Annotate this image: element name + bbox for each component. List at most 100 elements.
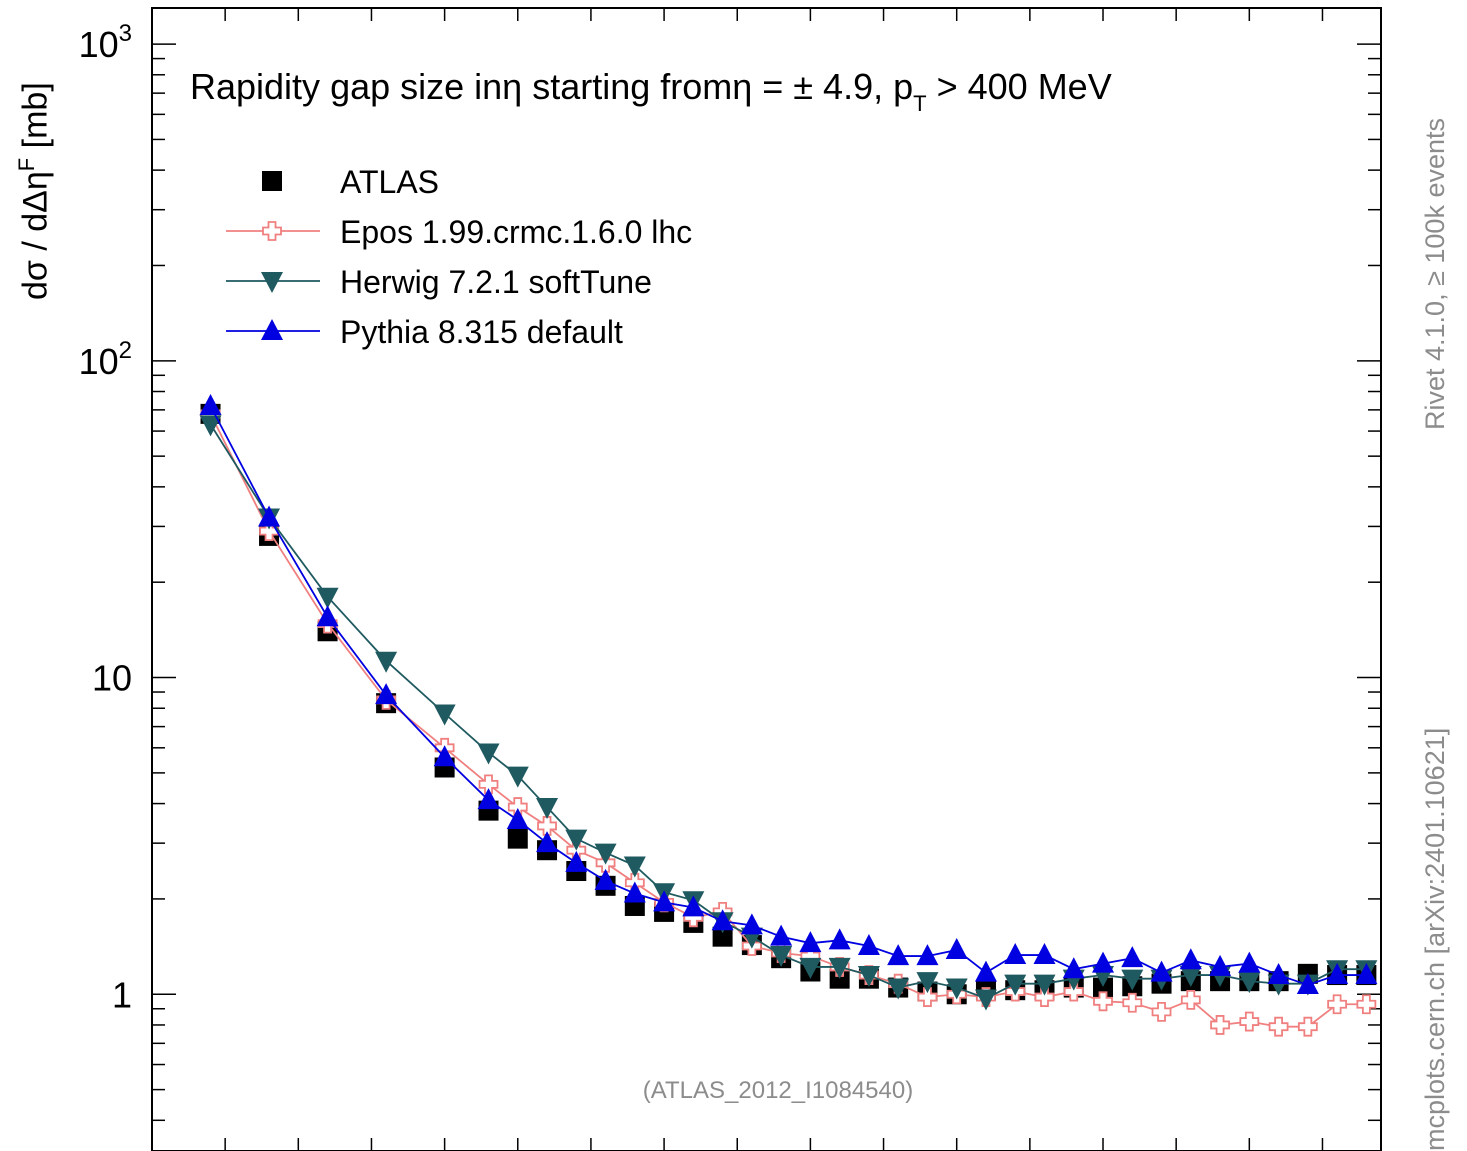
- legend-marker: [262, 171, 282, 191]
- data-point-pythia: [887, 944, 910, 966]
- data-point-epos: [1268, 1016, 1289, 1037]
- series-line-epos: [209, 413, 1367, 1028]
- data-point-epos: [1210, 1015, 1230, 1035]
- data-point-epos: [1093, 991, 1113, 1012]
- data-point-herwig: [433, 704, 456, 726]
- data-point-pythia: [375, 683, 398, 705]
- data-point-herwig: [887, 978, 910, 1000]
- data-point-pythia: [1062, 957, 1085, 979]
- data-point-epos: [1297, 1016, 1318, 1037]
- data-point-herwig: [916, 972, 939, 994]
- series-pythia: [199, 394, 1378, 994]
- data-point-herwig: [1179, 966, 1202, 988]
- data-point-herwig: [1238, 972, 1261, 994]
- data-point-pythia: [536, 831, 559, 853]
- data-point-epos: [259, 521, 279, 541]
- data-point-pythia: [1033, 943, 1056, 965]
- data-point-epos: [1151, 1001, 1172, 1022]
- data-point-pythia: [1296, 972, 1319, 994]
- data-point-herwig: [945, 978, 968, 1000]
- data-point-herwig: [1121, 969, 1144, 991]
- data-point-pythia: [857, 934, 880, 956]
- data-point-pythia: [1267, 963, 1290, 985]
- data-point-pythia: [1004, 943, 1027, 965]
- data-point-herwig: [477, 743, 500, 765]
- data-point-pythia: [828, 928, 851, 950]
- data-point-herwig: [799, 957, 822, 979]
- series-layer: [199, 394, 1378, 1037]
- data-point-pythia: [682, 895, 705, 917]
- data-point-pythia: [1121, 946, 1144, 968]
- data-point-herwig: [828, 957, 851, 979]
- data-point-pythia: [199, 394, 222, 416]
- data-point-herwig: [857, 966, 880, 988]
- data-point-herwig: [375, 651, 398, 673]
- data-point-atlas: [1093, 977, 1114, 998]
- data-point-herwig: [536, 798, 559, 820]
- legend-marker: [262, 221, 282, 241]
- data-point-epos: [1034, 987, 1055, 1007]
- data-point-pythia: [711, 909, 734, 931]
- data-point-herwig: [974, 989, 997, 1011]
- data-point-pythia: [565, 850, 588, 872]
- data-point-epos: [1327, 994, 1348, 1015]
- legend-item-pythia: Pythia 8.315 default: [226, 314, 623, 350]
- data-point-pythia: [433, 745, 456, 767]
- data-point-pythia: [653, 890, 676, 912]
- data-point-pythia: [477, 788, 500, 810]
- data-point-pythia: [916, 944, 939, 966]
- data-point-herwig: [565, 829, 588, 851]
- mcplots-credit-label: mcplots.cern.ch [arXiv:2401.10621]: [1420, 727, 1450, 1151]
- legend-label: Herwig 7.2.1 softTune: [340, 264, 652, 300]
- data-point-herwig: [199, 415, 222, 437]
- data-point-herwig: [506, 766, 529, 788]
- legend-label: ATLAS: [340, 164, 439, 200]
- data-point-pythia: [1209, 954, 1232, 976]
- legend-label: Pythia 8.315 default: [340, 314, 623, 350]
- legend-marker: [261, 272, 283, 293]
- legend: ATLAS Epos 1.99.crmc.1.6.0 lhc Herwig 7.2.…: [226, 164, 692, 350]
- data-point-pythia: [799, 931, 822, 953]
- legend-item-epos: Epos 1.99.crmc.1.6.0 lhc: [226, 214, 692, 250]
- data-point-pythia: [623, 881, 646, 903]
- data-point-pythia: [974, 960, 997, 982]
- legend-item-herwig: Herwig 7.2.1 softTune: [226, 264, 652, 300]
- data-point-herwig: [1004, 974, 1027, 996]
- data-point-pythia: [1355, 963, 1378, 985]
- data-point-herwig: [316, 587, 339, 609]
- data-point-pythia: [258, 505, 281, 527]
- y-tick-label: 103: [79, 20, 132, 65]
- y-tick-label: 10: [92, 658, 132, 699]
- data-point-herwig: [1033, 974, 1056, 996]
- data-point-atlas: [507, 828, 528, 849]
- data-point-atlas: [712, 926, 733, 947]
- data-point-pythia: [1326, 963, 1349, 985]
- data-point-epos: [537, 816, 557, 836]
- data-point-pythia: [1092, 951, 1115, 973]
- data-point-herwig: [623, 856, 646, 878]
- data-point-epos: [1239, 1011, 1260, 1032]
- data-point-pythia: [1238, 951, 1261, 973]
- analysis-tag: (ATLAS_2012_I1084540): [643, 1077, 913, 1104]
- y-tick-label: 102: [79, 337, 132, 382]
- legend-marker: [261, 319, 283, 340]
- data-point-pythia: [316, 605, 339, 627]
- data-point-pythia: [1150, 960, 1173, 982]
- data-point-pythia: [594, 868, 617, 890]
- rivet-version-label: Rivet 4.1.0, ≥ 100k events: [1420, 118, 1450, 430]
- data-point-pythia: [945, 937, 968, 959]
- plot-border: [151, 7, 1382, 1151]
- chart-annotation: Rapidity gap size inη starting fromη = ±…: [190, 66, 1112, 116]
- data-point-epos: [917, 987, 938, 1007]
- data-point-pythia: [770, 924, 793, 946]
- y-axis-label: dσ / dΔηF [mb]: [14, 82, 55, 300]
- data-point-pythia: [1179, 948, 1202, 970]
- data-point-epos: [478, 774, 499, 795]
- data-point-epos: [1356, 994, 1377, 1015]
- data-point-epos: [1063, 981, 1084, 1002]
- data-point-epos: [1122, 992, 1143, 1013]
- data-point-herwig: [770, 946, 793, 968]
- data-point-pythia: [506, 807, 529, 829]
- data-point-epos: [1180, 989, 1201, 1010]
